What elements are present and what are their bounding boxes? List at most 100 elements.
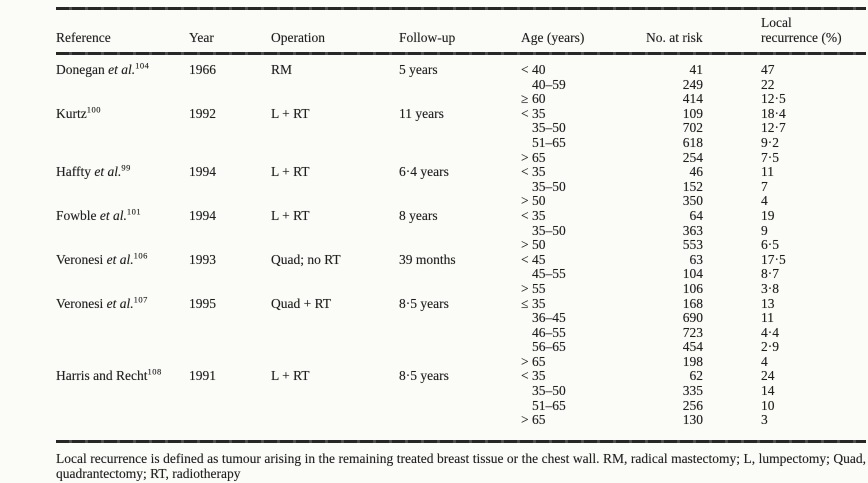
- follow-up-cell: [399, 238, 521, 253]
- n-at-risk-cell: 106: [646, 280, 761, 297]
- age-cell: 51–65: [532, 397, 566, 413]
- operation-cell: [271, 340, 399, 355]
- year-cell: [189, 92, 271, 107]
- ref-etal: et al.: [94, 164, 122, 180]
- follow-up-cell: [399, 311, 521, 326]
- age-comparator: <: [521, 368, 529, 384]
- ref-name: Fowble: [56, 207, 97, 223]
- age-comparator: <: [521, 105, 529, 121]
- n-at-risk-cell: 350: [646, 194, 761, 209]
- ref-etal: et al.: [99, 207, 127, 223]
- operation-cell: [271, 355, 399, 370]
- follow-up-cell: 8·5 years: [399, 295, 449, 311]
- table-top-rule: [56, 7, 866, 10]
- n-at-risk-cell: 335: [646, 383, 761, 399]
- age-cell: 56–65: [532, 339, 566, 355]
- recurrence-cell: 3: [761, 412, 768, 428]
- year-cell: [189, 224, 271, 239]
- recurrence-cell: 11: [761, 310, 774, 326]
- ref-cell: [56, 413, 189, 428]
- n-at-risk-value: 168: [682, 295, 703, 311]
- recurrence-cell: 8·7: [761, 266, 779, 282]
- follow-up-cell: 11 years: [399, 105, 444, 121]
- age-cell: 46–55: [532, 324, 566, 340]
- column-header-age: Age (years): [521, 30, 585, 45]
- age-cell: 36–45: [532, 310, 566, 326]
- ref-cell: Fowble et al.101: [56, 206, 189, 224]
- ref-cell: Veronesi et al.107: [56, 294, 189, 312]
- year-cell: [189, 180, 271, 195]
- n-at-risk-cell: 62: [646, 369, 761, 384]
- ref-superscript: 107: [133, 294, 148, 304]
- ref-cell: [56, 282, 189, 297]
- ref-superscript: 100: [86, 104, 101, 115]
- recurrence-cell: 19: [761, 207, 775, 223]
- ref-name: Kurtz: [56, 105, 87, 121]
- ref-superscript: 108: [147, 366, 162, 377]
- operation-cell: Quad + RT: [271, 295, 332, 311]
- operation-cell: [271, 78, 399, 93]
- operation-cell: L + RT: [271, 368, 310, 384]
- year-cell: [189, 194, 271, 209]
- recurrence-cell: 13: [761, 295, 775, 311]
- year-cell: [189, 311, 271, 326]
- year-cell: 1995: [189, 295, 216, 311]
- age-cell: >65: [521, 412, 546, 428]
- recurrence-cell: 11: [761, 164, 774, 180]
- ref-superscript: 101: [126, 206, 142, 217]
- n-at-risk-cell: 553: [646, 238, 761, 253]
- recurrence-cell: 9·2: [761, 134, 779, 150]
- follow-up-cell: 8 years: [399, 207, 438, 223]
- age-cell: ≥60: [521, 91, 546, 107]
- recurrence-cell: 6·5: [761, 237, 779, 253]
- age-cell: 35–50: [532, 178, 566, 194]
- n-at-risk-value: 41: [689, 62, 704, 77]
- ref-cell: [56, 267, 189, 282]
- ref-name: Veronesi: [56, 295, 104, 311]
- follow-up-cell: [399, 194, 521, 209]
- age-cell: >55: [521, 280, 546, 296]
- age-cell: <40: [521, 62, 546, 77]
- n-at-risk-cell: 104: [646, 267, 761, 282]
- operation-cell: [271, 194, 399, 209]
- recurrence-cell: 4: [761, 353, 768, 369]
- operation-cell: [271, 180, 399, 195]
- follow-up-cell: 39 months: [399, 251, 456, 267]
- n-at-risk-cell: 454: [646, 340, 761, 355]
- age-comparator: >: [521, 149, 529, 165]
- age-cell: <35: [521, 105, 546, 121]
- n-at-risk-value: 106: [682, 280, 703, 296]
- column-header-follow-up: Follow-up: [399, 30, 456, 45]
- recurrence-cell: 17·5: [761, 251, 786, 267]
- operation-cell: L + RT: [271, 164, 310, 180]
- ref-superscript: 106: [133, 250, 148, 261]
- age-comparator: <: [521, 62, 529, 77]
- ref-cell: Harris and Recht108: [56, 366, 189, 384]
- ref-name: Donegan: [56, 62, 105, 77]
- operation-cell: [271, 384, 399, 399]
- follow-up-cell: [399, 267, 521, 282]
- follow-up-cell: [399, 326, 521, 341]
- age-cell: >65: [521, 149, 546, 165]
- age-cell: >65: [521, 353, 546, 369]
- year-cell: [189, 78, 271, 93]
- n-at-risk-cell: 249: [646, 77, 761, 93]
- n-at-risk-value: 690: [682, 310, 703, 326]
- n-at-risk-cell: 152: [646, 179, 761, 195]
- ref-cell: [56, 311, 189, 326]
- ref-name: Haffty: [56, 164, 91, 180]
- recurrence-cell: 9: [761, 222, 768, 238]
- year-cell: 1992: [189, 105, 216, 121]
- operation-cell: [271, 267, 399, 282]
- operation-cell: [271, 326, 399, 341]
- recurrence-cell: 12·5: [761, 91, 786, 107]
- follow-up-cell: [399, 180, 521, 195]
- operation-cell: [271, 238, 399, 253]
- age-cell: 45–55: [532, 266, 566, 282]
- age-cell: 35–50: [532, 120, 566, 136]
- table-header-rule: [56, 52, 866, 55]
- year-cell: [189, 267, 271, 282]
- year-cell: [189, 326, 271, 341]
- recurrence-cell: 22: [761, 76, 775, 92]
